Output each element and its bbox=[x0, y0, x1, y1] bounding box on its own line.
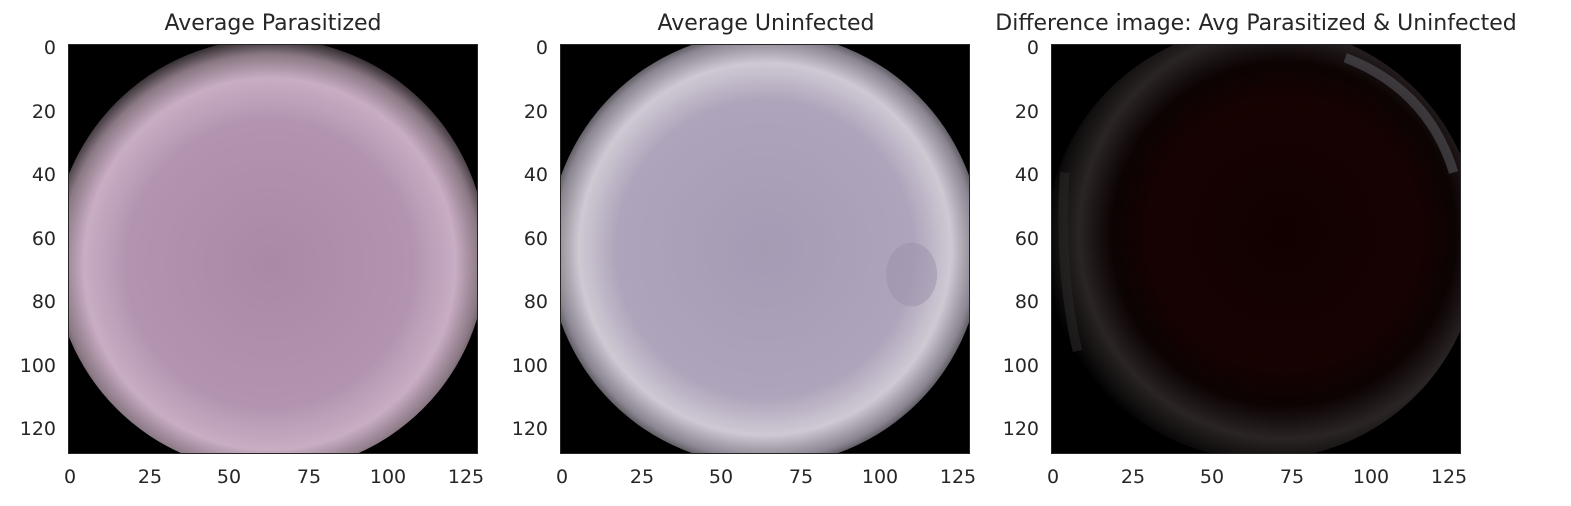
panel-average-uninfected: Average Uninfected 0 20 bbox=[492, 0, 976, 506]
average-uninfected-image bbox=[560, 44, 970, 454]
y-tick: 100 bbox=[511, 355, 548, 377]
y-tick: 20 bbox=[31, 101, 56, 123]
y-tick: 80 bbox=[1014, 291, 1039, 313]
y-tick: 80 bbox=[523, 291, 548, 313]
x-tick: 125 bbox=[1430, 466, 1468, 488]
x-tick: 100 bbox=[861, 466, 899, 488]
y-tick: 20 bbox=[523, 101, 548, 123]
x-tick: 25 bbox=[1120, 466, 1146, 488]
y-tick: 20 bbox=[1014, 101, 1039, 123]
y-tick: 60 bbox=[523, 228, 548, 250]
y-tick: 40 bbox=[523, 164, 548, 186]
y-tick: 40 bbox=[31, 164, 56, 186]
y-tick: 120 bbox=[1002, 418, 1039, 440]
x-tick: 50 bbox=[1199, 466, 1225, 488]
panel-title: Difference image: Avg Parasitized & Unin… bbox=[995, 11, 1517, 36]
x-tick: 50 bbox=[708, 466, 734, 488]
y-tick: 0 bbox=[43, 37, 56, 59]
panel-difference-image: Difference image: Avg Parasitized & Unin… bbox=[983, 0, 1516, 506]
y-tick: 0 bbox=[535, 37, 548, 59]
x-tick: 0 bbox=[1046, 466, 1060, 488]
panel-title: Average Uninfected bbox=[657, 11, 875, 36]
x-tick: 75 bbox=[296, 466, 322, 488]
x-tick: 100 bbox=[1352, 466, 1390, 488]
x-tick: 0 bbox=[63, 466, 77, 488]
y-tick: 100 bbox=[1002, 355, 1039, 377]
difference-image bbox=[1051, 44, 1461, 454]
x-tick: 50 bbox=[216, 466, 242, 488]
average-parasitized-image bbox=[68, 44, 478, 454]
y-tick: 60 bbox=[1014, 228, 1039, 250]
y-tick: 60 bbox=[31, 228, 56, 250]
x-tick: 75 bbox=[788, 466, 814, 488]
y-tick: 120 bbox=[511, 418, 548, 440]
panel-title: Average Parasitized bbox=[164, 11, 382, 36]
x-tick: 75 bbox=[1279, 466, 1305, 488]
x-tick: 25 bbox=[629, 466, 655, 488]
x-tick: 25 bbox=[137, 466, 163, 488]
x-tick: 0 bbox=[555, 466, 569, 488]
y-tick: 120 bbox=[19, 418, 56, 440]
y-tick: 40 bbox=[1014, 164, 1039, 186]
y-tick: 100 bbox=[19, 355, 56, 377]
x-tick: 125 bbox=[447, 466, 485, 488]
x-tick: 100 bbox=[369, 466, 407, 488]
y-tick: 80 bbox=[31, 291, 56, 313]
y-tick: 0 bbox=[1026, 37, 1039, 59]
panel-average-parasitized: Average Parasitized 0 20 40 bbox=[0, 0, 484, 506]
x-tick: 125 bbox=[939, 466, 977, 488]
